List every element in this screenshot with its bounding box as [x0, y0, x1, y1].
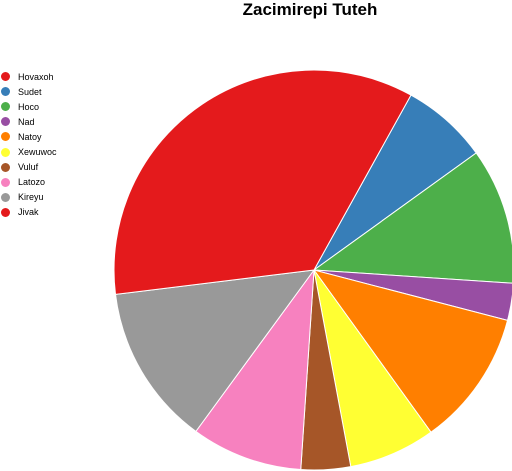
- legend-swatch: [1, 117, 10, 126]
- legend-item: Natoy: [1, 129, 57, 144]
- legend-item: Hoco: [1, 99, 57, 114]
- legend-item: Hovaxoh: [1, 69, 57, 84]
- legend-item: Nad: [1, 114, 57, 129]
- legend-swatch: [1, 178, 10, 187]
- legend-swatch: [1, 148, 10, 157]
- legend-swatch: [1, 102, 10, 111]
- legend-item: Jivak: [1, 205, 57, 220]
- legend-label: Jivak: [18, 207, 39, 217]
- legend-item: Xewuwoc: [1, 144, 57, 159]
- legend-label: Vuluf: [18, 162, 38, 172]
- legend-label: Kireyu: [18, 192, 44, 202]
- legend-swatch: [1, 163, 10, 172]
- legend-item: Vuluf: [1, 160, 57, 175]
- legend: Hovaxoh Sudet Hoco Nad Natoy Xewuwoc Vuluf Lato…: [1, 69, 57, 220]
- legend-swatch: [1, 132, 10, 141]
- legend-label: Sudet: [18, 87, 42, 97]
- legend-label: Latozo: [18, 177, 45, 187]
- legend-label: Natoy: [18, 132, 42, 142]
- legend-item: Kireyu: [1, 190, 57, 205]
- legend-item: Latozo: [1, 175, 57, 190]
- legend-label: Hovaxoh: [18, 72, 54, 82]
- legend-swatch: [1, 193, 10, 202]
- legend-label: Hoco: [18, 102, 39, 112]
- legend-label: Nad: [18, 117, 35, 127]
- legend-swatch: [1, 72, 10, 81]
- legend-label: Xewuwoc: [18, 147, 57, 157]
- legend-item: Sudet: [1, 84, 57, 99]
- legend-swatch: [1, 208, 10, 217]
- legend-swatch: [1, 87, 10, 96]
